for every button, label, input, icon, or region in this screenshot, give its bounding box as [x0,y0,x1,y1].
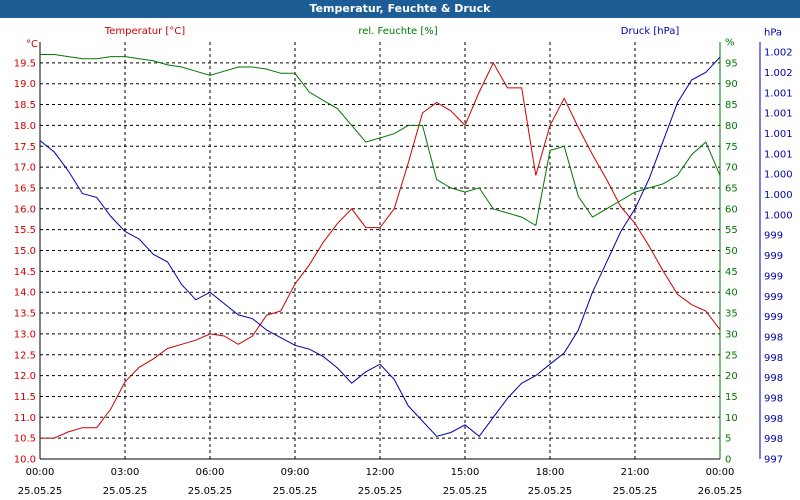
humidity-tick-label: % [725,38,735,49]
data-lines [39,54,721,439]
temperature-unit-label: °C [26,39,38,50]
humidity-tick-label: 35 [725,309,738,320]
humidity-tick-label: 25 [725,350,738,361]
temperature-tick-label: 11.5 [14,392,36,403]
x-tick-label-time: 12:00 [366,467,395,478]
pressure-tick-label: 1.002 [764,68,793,79]
humidity-tick-label: 60 [725,204,738,215]
humidity-tick-label: 70 [725,163,738,174]
temperature-tick-label: 15.5 [14,225,36,236]
temperature-tick-label: 16.5 [14,183,36,194]
temperature-tick-label: 18.0 [14,121,36,132]
pressure-tick-label: 998 [764,393,783,404]
tick-labels: 00:00 25.05.25 03:00 25.05.25 06:00 25.05.25 0… [14,27,793,497]
temperature-tick-label: 14.5 [14,267,36,278]
temperature-tick-label: 11.0 [14,413,36,424]
x-tick-label-time: 15:00 [451,467,480,478]
pressure-tick-label: 998 [764,373,783,384]
pressure-axis-label: Druck [hPa] [621,26,680,37]
pressure-tick-label: 1.000 [764,210,793,221]
temperature-axis-label: Temperatur [°C] [104,26,185,37]
temperature-tick-label: 17.5 [14,142,36,153]
humidity-axis-label: rel. Feuchte [%] [358,26,437,37]
humidity-tick-label: 85 [725,100,738,111]
x-tick-label-time: 00:00 [26,467,55,478]
pressure-tick-label: 998 [764,414,783,425]
humidity-tick-label: 40 [725,288,738,299]
temperature-tick-label: 16.0 [14,204,36,215]
pressure-tick-label: 1.000 [764,170,793,181]
x-tick-label-date: 25.05.25 [273,486,318,497]
temperature-tick-label: 10.5 [14,434,36,445]
temperature-tick-label: 14.0 [14,288,36,299]
x-tick-label-date: 25.05.25 [188,486,233,497]
temperature-tick-label: 19.5 [14,58,36,69]
temperature-tick-label: 15.0 [14,246,36,257]
grid-lines [40,42,720,459]
humidity-tick-label: 80 [725,121,738,132]
temperature-tick-label: 12.5 [14,350,36,361]
humidity-tick-label: 45 [725,267,738,278]
x-tick-label-time: 21:00 [621,467,650,478]
humidity-tick-label: 20 [725,371,738,382]
temperature-tick-label: 18.5 [14,100,36,111]
pressure-tick-label: 999 [764,292,783,303]
pressure-tick-label: 998 [764,434,783,445]
temperature-tick-label: 13.0 [14,329,36,340]
humidity-tick-label: 30 [725,329,738,340]
x-tick-label-date: 25.05.25 [358,486,403,497]
humidity-tick-label: 95 [725,58,738,69]
pressure-tick-label: 1.001 [764,149,793,160]
humidity-tick-label: 55 [725,225,738,236]
axis-frame [39,42,761,460]
x-tick-label-date: 25.05.25 [103,486,148,497]
pressure-series-line [39,56,721,438]
humidity-tick-label: 65 [725,183,738,194]
chart-title: Temperatur, Feuchte & Druck [0,0,800,18]
x-tick-label-time: 09:00 [281,467,310,478]
humidity-tick-label: 75 [725,142,738,153]
pressure-tick-label: 1.001 [764,88,793,99]
humidity-tick-label: 10 [725,413,738,424]
x-tick-label-date: 25.05.25 [443,486,488,497]
pressure-tick-label: 997 [764,455,783,466]
x-tick-label-date: 25.05.25 [613,486,658,497]
chart-background [0,18,800,500]
humidity-series-line [40,54,721,227]
pressure-tick-label: 999 [764,251,783,262]
x-tick-label-time: 06:00 [196,467,225,478]
humidity-tick-label: 0 [725,455,731,466]
humidity-tick-label: 5 [725,434,731,445]
pressure-tick-label: 999 [764,271,783,282]
pressure-tick-label: 1.001 [764,109,793,120]
pressure-tick-label: 1.002 [764,48,793,59]
x-tick-label-time: 00:00 [706,467,735,478]
pressure-tick-label: 1.000 [764,190,793,201]
x-tick-label-time: 03:00 [111,467,140,478]
pressure-tick-label: 998 [764,332,783,343]
pressure-tick-label: 999 [764,231,783,242]
x-tick-label-date: 25.05.25 [18,486,63,497]
axis-headers: Temperatur [°C] rel. Feuchte [%] Druck [… [26,26,679,50]
temperature-tick-label: 19.0 [14,79,36,90]
x-tick-label-time: 18:00 [536,467,565,478]
x-tick-label-date: 25.05.25 [528,486,573,497]
humidity-tick-label: 90 [725,79,738,90]
temperature-tick-label: 17.0 [14,163,36,174]
humidity-tick-label: 15 [725,392,738,403]
temperature-tick-label: 12.0 [14,371,36,382]
temperature-series-line [40,61,721,439]
pressure-tick-label: 998 [764,353,783,364]
temperature-tick-label: 13.5 [14,309,36,320]
humidity-tick-label: 50 [725,246,738,257]
chart-area: 00:00 25.05.25 03:00 25.05.25 06:00 25.05.25 0… [0,18,800,500]
pressure-tick-label: hPa [764,27,782,38]
pressure-tick-label: 1.001 [764,129,793,140]
pressure-tick-label: 999 [764,312,783,323]
temperature-tick-label: 10.0 [14,455,36,466]
x-tick-label-date: 26.05.25 [698,486,743,497]
